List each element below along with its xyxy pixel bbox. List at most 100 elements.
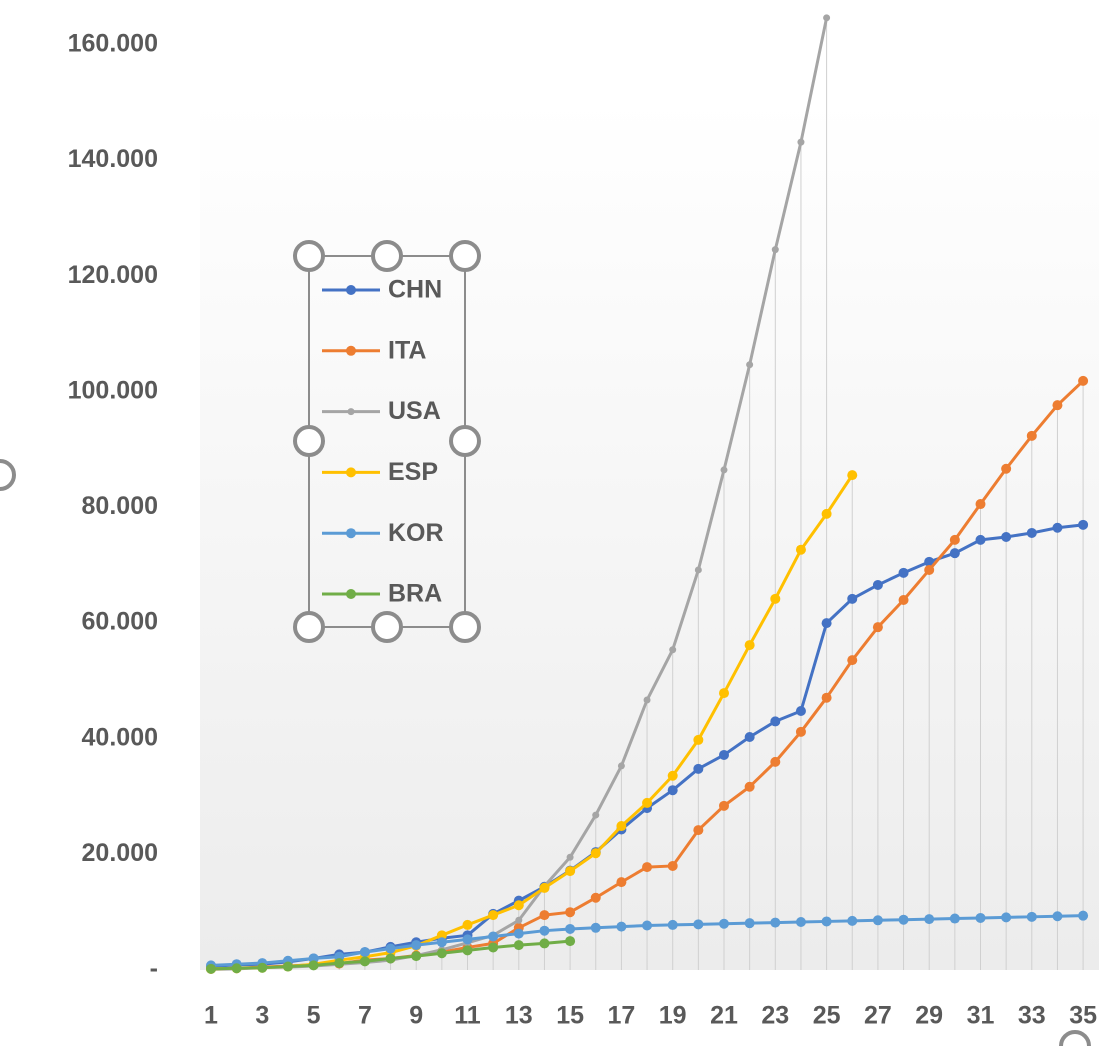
x-tick-label: 7 [358,1002,372,1030]
data-point [872,579,883,590]
data-point [898,914,909,925]
data-point [642,862,653,873]
data-point [592,811,600,819]
legend-label: ESP [388,458,438,486]
data-point [334,958,345,969]
legend-label: KOR [388,519,444,547]
resize-handle[interactable] [449,611,481,643]
x-tick-label: 21 [710,1002,738,1030]
data-point [975,534,986,545]
y-tick-label: - [150,955,158,983]
data-point [1001,531,1012,542]
x-tick-label: 3 [255,1002,269,1030]
data-point [898,567,909,578]
data-point [1001,912,1012,923]
data-point [719,749,729,760]
data-point [821,618,832,629]
x-tick-label: 5 [307,1002,321,1030]
y-tick-label: 80.000 [82,492,158,520]
x-tick-label: 13 [505,1002,533,1030]
data-point [949,534,960,545]
data-point [616,821,627,832]
data-point [308,953,319,964]
marks [206,14,1089,974]
data-point [744,918,755,929]
data-point [642,920,653,931]
data-point [565,907,576,918]
resize-handle[interactable] [449,240,481,272]
data-point [872,622,883,633]
data-point [515,916,523,924]
data-point [720,466,728,474]
data-point [770,716,781,727]
data-point [1001,463,1012,474]
legend-swatch-marker [347,408,355,416]
x-tick-label: 27 [864,1002,892,1030]
x-tick-label: 1 [204,1002,218,1030]
data-point [539,910,550,921]
x-tick-label: 29 [915,1002,943,1030]
x-tick-label: 9 [409,1002,423,1030]
data-point [693,919,704,930]
data-point [513,928,524,939]
resize-handle[interactable] [293,240,325,272]
data-point [669,646,677,654]
data-point [411,940,422,951]
data-point [436,948,447,959]
data-point [694,566,702,574]
y-tick-label: 40.000 [82,723,158,751]
resize-handle[interactable] [0,459,16,491]
legend[interactable]: CHN ITA USA ESP KOR BRA [293,240,481,643]
resize-handle[interactable] [371,240,403,272]
x-tick-label: 31 [967,1002,995,1030]
data-point [590,922,601,933]
x-tick-label: 11 [454,1002,481,1030]
data-point [513,940,524,951]
data-point [1026,911,1037,922]
data-point [462,945,473,956]
data-point [847,915,858,926]
y-tick-label: 60.000 [82,608,158,636]
data-point [719,918,729,929]
data-point [770,917,781,928]
data-point [642,797,653,808]
plot-area [200,100,1099,970]
data-point [566,853,574,861]
data-point [1052,911,1063,922]
x-tick-label: 19 [659,1002,687,1030]
data-point [565,936,576,947]
data-point [616,921,627,932]
data-point [411,951,422,962]
data-point [539,925,550,936]
data-point [797,138,805,146]
data-point [770,593,781,604]
data-point [667,770,678,781]
data-point [513,900,524,911]
x-tick-label: 25 [813,1002,841,1030]
y-tick-label: 100.000 [68,376,158,404]
data-point [488,942,499,953]
x-tick-label: 33 [1018,1002,1046,1030]
data-point [462,934,473,945]
y-tick-label: 160.000 [68,30,158,58]
data-point [746,361,754,369]
resize-handle[interactable] [293,425,325,457]
data-point [667,860,678,871]
resize-handle[interactable] [371,611,403,643]
data-point [1026,430,1037,441]
resize-handle[interactable] [1059,1030,1091,1046]
data-point [590,892,601,903]
resize-handle[interactable] [293,611,325,643]
data-point [719,688,729,699]
data-point [617,762,625,770]
data-point [821,916,832,927]
data-point [565,866,576,877]
y-tick-label: 140.000 [68,145,158,173]
data-point [898,595,909,605]
data-point [1078,910,1089,921]
data-point [616,877,627,888]
data-point [693,763,704,774]
resize-handle[interactable] [449,425,481,457]
